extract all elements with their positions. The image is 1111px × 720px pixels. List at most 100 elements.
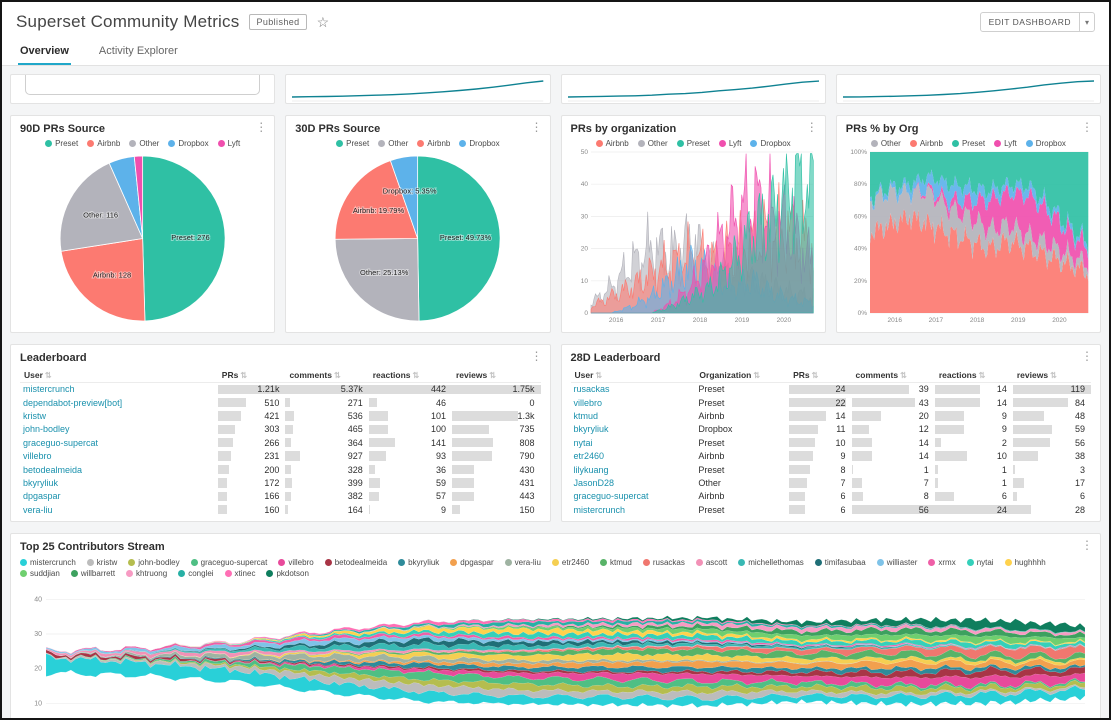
- legend-item[interactable]: Other: [129, 139, 159, 148]
- kebab-menu-icon[interactable]: ⋮: [1081, 538, 1093, 552]
- user-link[interactable]: john-bodley: [23, 424, 70, 435]
- legend-item[interactable]: Other: [870, 139, 901, 148]
- kebab-menu-icon[interactable]: ⋮: [530, 120, 543, 134]
- mini-line-chart[interactable]: [567, 75, 819, 103]
- stacked-band-preset[interactable]: [869, 152, 1089, 256]
- sort-icon[interactable]: ⇅: [240, 371, 248, 380]
- user-link[interactable]: bkyryliuk: [23, 477, 59, 488]
- legend-item[interactable]: Other: [637, 139, 668, 148]
- legend-item[interactable]: Airbnb: [909, 139, 943, 148]
- user-link[interactable]: ktmud: [573, 410, 599, 421]
- legend-item[interactable]: michellethomas: [738, 558, 804, 567]
- legend-item[interactable]: ascott: [695, 558, 727, 567]
- pie-chart-30d[interactable]: Preset: 49.73% Other: 25.13% Airbnb: 19.79…: [295, 148, 540, 325]
- sort-icon[interactable]: ⇅: [1050, 371, 1057, 380]
- legend-item[interactable]: rusackas: [642, 558, 685, 567]
- legend-item[interactable]: Lyft: [217, 139, 240, 148]
- column-header-reviews[interactable]: reviews ⇅: [1012, 368, 1091, 383]
- column-header-prs[interactable]: PRs ⇅: [217, 368, 286, 383]
- legend-item[interactable]: pkdotson: [266, 569, 309, 578]
- legend-item[interactable]: graceguo-supercat: [190, 558, 267, 567]
- area-chart-prs-by-org[interactable]: 0 10 20 30 40 50 2016 2017 2018 2019 2020: [571, 148, 816, 325]
- legend-item[interactable]: Dropbox: [168, 139, 209, 148]
- stream-band-etr2460[interactable]: [45, 649, 1086, 667]
- legend-item[interactable]: etr2460: [551, 558, 589, 567]
- pie-slice-lyft[interactable]: [133, 155, 144, 239]
- legend-item[interactable]: Airbnb: [87, 139, 120, 148]
- published-badge[interactable]: Published: [249, 14, 307, 30]
- user-link[interactable]: bkyryliuk: [573, 424, 609, 435]
- column-header-reactions[interactable]: reactions ⇅: [368, 368, 452, 383]
- kebab-menu-icon[interactable]: ⋮: [1081, 120, 1093, 134]
- pie-chart-svg[interactable]: Preset: 276 Airbnb: 128 Other: 116: [20, 148, 265, 325]
- user-link[interactable]: villebro: [573, 397, 603, 408]
- user-link[interactable]: etr2460: [573, 451, 605, 462]
- user-link[interactable]: JasonD28: [573, 477, 615, 488]
- legend-item[interactable]: kristw: [86, 558, 117, 567]
- sort-icon[interactable]: ⇅: [44, 371, 52, 380]
- legend-item[interactable]: Preset: [676, 139, 710, 148]
- mini-line-chart[interactable]: [292, 75, 544, 103]
- legend-item[interactable]: xrmx: [928, 558, 956, 567]
- legend-item[interactable]: ktmud: [600, 558, 632, 567]
- user-link[interactable]: lilykuang: [573, 464, 609, 475]
- legend-item[interactable]: suddjian: [20, 569, 60, 578]
- user-link[interactable]: mistercrunch: [573, 504, 626, 515]
- tab-activity-explorer[interactable]: Activity Explorer: [98, 45, 178, 57]
- stream-band-pkdotson[interactable]: [45, 615, 1086, 654]
- legend-item[interactable]: john-bodley: [128, 558, 180, 567]
- favorite-star-icon[interactable]: ☆: [316, 14, 330, 30]
- pie-slice-preset[interactable]: [417, 155, 501, 322]
- user-link[interactable]: villebro: [23, 451, 52, 462]
- legend-item[interactable]: dpgaspar: [450, 558, 494, 567]
- stacked-band-airbnb[interactable]: [869, 209, 1089, 314]
- legend-item[interactable]: vera-liu: [504, 558, 541, 567]
- kebab-menu-icon[interactable]: ⋮: [805, 120, 818, 134]
- pie-slice-other[interactable]: [59, 162, 144, 252]
- pie-chart-90d[interactable]: Preset: 276 Airbnb: 128 Other: 116: [20, 148, 265, 325]
- user-link[interactable]: graceguo-supercat: [23, 437, 99, 448]
- pie-slice-preset[interactable]: [142, 155, 226, 322]
- mini-line-chart-svg[interactable]: [292, 75, 544, 103]
- kebab-menu-icon[interactable]: ⋮: [255, 120, 268, 134]
- column-header-user[interactable]: User ⇅: [20, 368, 218, 383]
- column-header-comments[interactable]: comments ⇅: [285, 368, 369, 383]
- legend-item[interactable]: villebro: [278, 558, 314, 567]
- stream-band-graceguo-supercat[interactable]: [45, 652, 1086, 692]
- user-link[interactable]: dpgaspar: [23, 491, 61, 502]
- kebab-menu-icon[interactable]: ⋮: [530, 349, 543, 363]
- legend-item[interactable]: timifasubaa: [814, 558, 866, 567]
- legend-item[interactable]: Preset: [951, 139, 985, 148]
- legend-item[interactable]: bkyryliuk: [398, 558, 439, 567]
- legend-item[interactable]: Preset: [45, 139, 78, 148]
- stacked-band-dropbox[interactable]: [869, 169, 1089, 261]
- user-link[interactable]: betodealmeida: [23, 464, 83, 475]
- legend-item[interactable]: betodealmeida: [324, 558, 387, 567]
- legend-item[interactable]: willbarrett: [70, 569, 115, 578]
- user-link[interactable]: graceguo-supercat: [573, 491, 649, 502]
- sort-icon[interactable]: ⇅: [900, 371, 907, 380]
- area-chart-svg[interactable]: 0 10 20 30 40 50 2016 2017 2018 2019 2020: [571, 148, 816, 325]
- pie-slice-other[interactable]: [334, 238, 420, 322]
- column-header-comments[interactable]: comments ⇅: [851, 368, 935, 383]
- legend-item[interactable]: williaster: [876, 558, 917, 567]
- user-link[interactable]: kristw: [23, 410, 46, 421]
- legend-item[interactable]: Lyft: [994, 139, 1017, 148]
- stacked-band-other[interactable]: [869, 183, 1089, 282]
- area-series-preset[interactable]: [590, 153, 814, 314]
- tab-overview[interactable]: Overview: [18, 38, 71, 65]
- sort-icon[interactable]: ⇅: [412, 371, 420, 380]
- stream-chart-svg[interactable]: 10 20 30 40: [20, 578, 1091, 720]
- user-link[interactable]: mistercrunch: [23, 384, 75, 395]
- stacked-area-chart-svg[interactable]: 0% 20% 40% 60% 80% 100% 2016 2017 2018 2019 2020: [846, 148, 1091, 325]
- legend-item[interactable]: Preset: [336, 139, 369, 148]
- legend-item[interactable]: Lyft: [718, 139, 741, 148]
- legend-item[interactable]: Other: [378, 139, 408, 148]
- stream-band-dpgaspar[interactable]: [45, 649, 1086, 672]
- sort-icon[interactable]: ⇅: [978, 371, 986, 380]
- mini-line-chart[interactable]: [842, 75, 1095, 103]
- legend-item[interactable]: Dropbox: [1025, 139, 1066, 148]
- mini-line-chart-svg[interactable]: [842, 75, 1095, 103]
- edit-dashboard-button[interactable]: EDIT DASHBOARD ▾: [979, 12, 1095, 32]
- column-header-organization[interactable]: Organization ⇅: [695, 368, 790, 383]
